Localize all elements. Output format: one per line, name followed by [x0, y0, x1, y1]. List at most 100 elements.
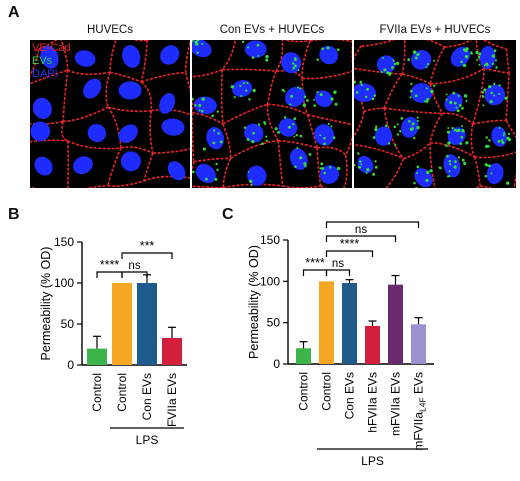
membrane-network [192, 40, 352, 188]
ev-dot [388, 74, 391, 77]
ev-dot [319, 167, 322, 170]
membrane-segment [275, 40, 284, 72]
nucleus [484, 84, 506, 106]
micro-title-fviia-evs: FVIIa EVs + HUVECs [379, 24, 491, 36]
ev-dot [457, 94, 460, 97]
nucleus [244, 40, 267, 58]
ev-dot [308, 153, 312, 156]
membrane-segment [426, 40, 445, 48]
nucleus [195, 163, 216, 184]
membrane-segment [140, 40, 148, 83]
legend-ve-cad: VE-Cad [32, 42, 71, 54]
ev-dot [233, 96, 236, 99]
ev-dot [303, 162, 307, 166]
ev-dot [482, 95, 485, 99]
nucleus [40, 45, 59, 69]
ev-dot [303, 95, 307, 99]
membrane-segment [302, 70, 352, 80]
ev-dot [465, 99, 468, 103]
membrane-segment [474, 185, 481, 188]
y-tick-label: 150 [54, 235, 74, 249]
ev-dot [498, 92, 501, 96]
membrane-segment [354, 45, 363, 60]
ev-dot [462, 48, 466, 52]
ev-dot [392, 59, 395, 62]
membrane-segment [223, 183, 283, 188]
ev-dot [500, 139, 504, 142]
ev-dot [195, 42, 199, 46]
ev-dot [485, 62, 489, 66]
significance-label: ns [332, 258, 344, 270]
membrane-segment [107, 106, 122, 149]
ev-dot [446, 154, 449, 158]
ev-dot [357, 152, 360, 155]
ev-dot [490, 172, 493, 175]
membrane-segment [472, 119, 507, 125]
ev-dot [454, 160, 457, 163]
ev-dot [212, 141, 216, 145]
ev-dot [407, 58, 410, 60]
nucleus [232, 80, 253, 97]
bar [162, 337, 182, 365]
y-tick-label: 50 [61, 317, 75, 331]
ev-dot [488, 139, 491, 142]
ev-dot [493, 82, 496, 86]
ev-dot [198, 109, 201, 112]
membrane-segment [430, 141, 475, 158]
membrane-segment [267, 103, 309, 116]
membrane-segment [284, 40, 311, 43]
ev-dot [333, 90, 337, 94]
ev-dot [495, 66, 498, 69]
bracket-line [121, 271, 148, 278]
ev-dot [319, 134, 322, 137]
ev-dot [293, 135, 296, 138]
ev-dot [409, 96, 412, 99]
nucleus [374, 126, 393, 146]
membrane-segment [354, 67, 403, 75]
x-tick-label: Control [90, 373, 104, 412]
ev-dot [408, 119, 411, 123]
ev-dot [478, 52, 482, 56]
ev-dot [263, 121, 266, 124]
membrane-network [354, 40, 516, 188]
membrane-segment [63, 106, 109, 123]
ev-dot [313, 98, 316, 101]
significance-bracket: *** [121, 239, 173, 259]
bracket-line [325, 269, 351, 276]
significance-bracket: **** [325, 218, 420, 228]
ev-dot [359, 160, 362, 163]
ev-dot [192, 40, 194, 43]
nucleus [376, 55, 396, 74]
ev-dot [250, 184, 253, 187]
bar [388, 284, 403, 364]
bar [411, 324, 426, 364]
ev-dot [448, 142, 451, 145]
membrane-segment [402, 73, 431, 85]
membrane-segment [470, 123, 476, 158]
x-tick-label: hFVIIa EVs [366, 372, 380, 433]
membrane-segment [38, 40, 59, 50]
membrane-segment [60, 40, 69, 71]
membrane-segment [442, 112, 474, 125]
membrane-segment [30, 139, 68, 143]
nucleus [443, 154, 461, 178]
ev-dot [470, 51, 473, 54]
bracket-line [325, 250, 374, 257]
ev-dot [265, 139, 268, 142]
membrane-segment [30, 69, 68, 85]
membrane-segment [403, 142, 431, 160]
nucleus [319, 45, 339, 65]
ev-dot [416, 171, 419, 175]
significance-label: *** [140, 239, 155, 253]
nucleus [87, 124, 107, 143]
membrane-segment [266, 104, 279, 142]
bracket-line [302, 269, 328, 276]
ev-dot [292, 66, 296, 70]
y-tick-label: 50 [267, 316, 281, 330]
bracket-line [325, 221, 420, 228]
membrane-segment [505, 72, 510, 121]
membrane-segment [105, 71, 111, 108]
ev-dot [448, 170, 451, 173]
nucleus [34, 156, 53, 176]
membrane-segment [222, 68, 277, 73]
